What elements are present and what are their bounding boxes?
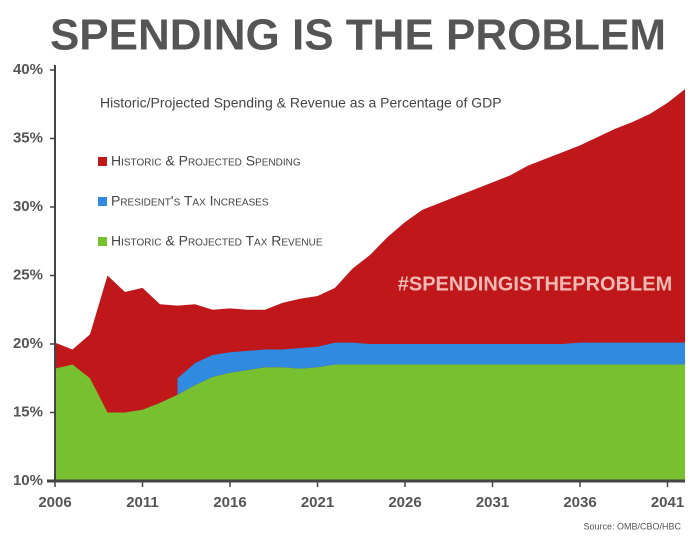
- legend-label: President's Tax Increases: [111, 193, 269, 209]
- annotation: #SPENDINGISTHEPROBLEM: [398, 273, 672, 295]
- y-tick-label: 35%: [13, 129, 43, 146]
- y-tick-label: 10%: [13, 472, 43, 489]
- legend-label: Historic & Projected Tax Revenue: [111, 233, 323, 249]
- x-tick-label: 2011: [126, 494, 159, 511]
- x-tick-label: 2031: [476, 494, 509, 511]
- x-tick-label: 2016: [213, 494, 246, 511]
- source: Source: OMB/CBO/HBC: [583, 521, 681, 531]
- subtitle: Historic/Projected Spending & Revenue as…: [100, 95, 502, 111]
- legend-swatch: [98, 157, 107, 166]
- y-tick-label: 40%: [13, 61, 43, 78]
- y-tick-label: 20%: [13, 335, 43, 352]
- x-tick-label: 2036: [563, 494, 596, 511]
- x-tick-label: 2021: [301, 494, 334, 511]
- legend-swatch: [98, 197, 107, 206]
- y-tick-label: 25%: [13, 266, 43, 283]
- x-tick-label: 2026: [388, 494, 421, 511]
- area: [55, 364, 685, 481]
- legend-label: Historic & Projected Spending: [111, 153, 301, 169]
- x-tick-label: 2041: [651, 494, 684, 511]
- area: [177, 342, 685, 395]
- legend-swatch: [98, 237, 107, 246]
- y-tick-label: 30%: [13, 198, 43, 215]
- x-tick-label: 2006: [38, 494, 71, 511]
- y-tick-label: 15%: [13, 403, 43, 420]
- chart-title: SPENDING IS THE PROBLEM: [50, 11, 666, 60]
